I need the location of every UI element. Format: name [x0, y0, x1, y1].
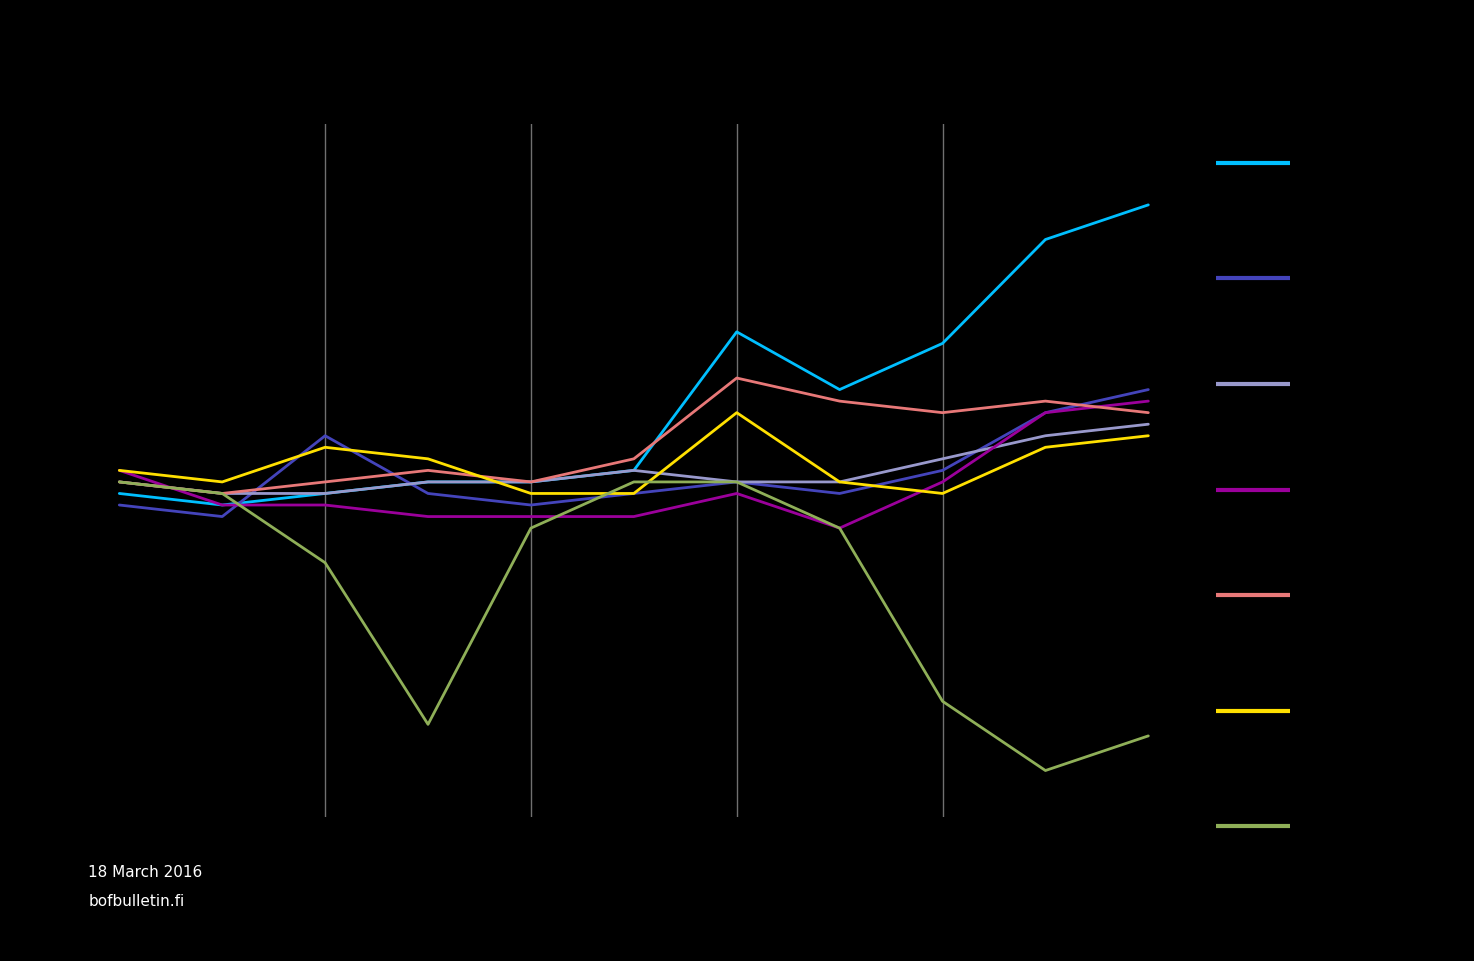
Text: 18 March 2016: 18 March 2016 [88, 864, 203, 879]
Text: bofbulletin.fi: bofbulletin.fi [88, 893, 184, 908]
